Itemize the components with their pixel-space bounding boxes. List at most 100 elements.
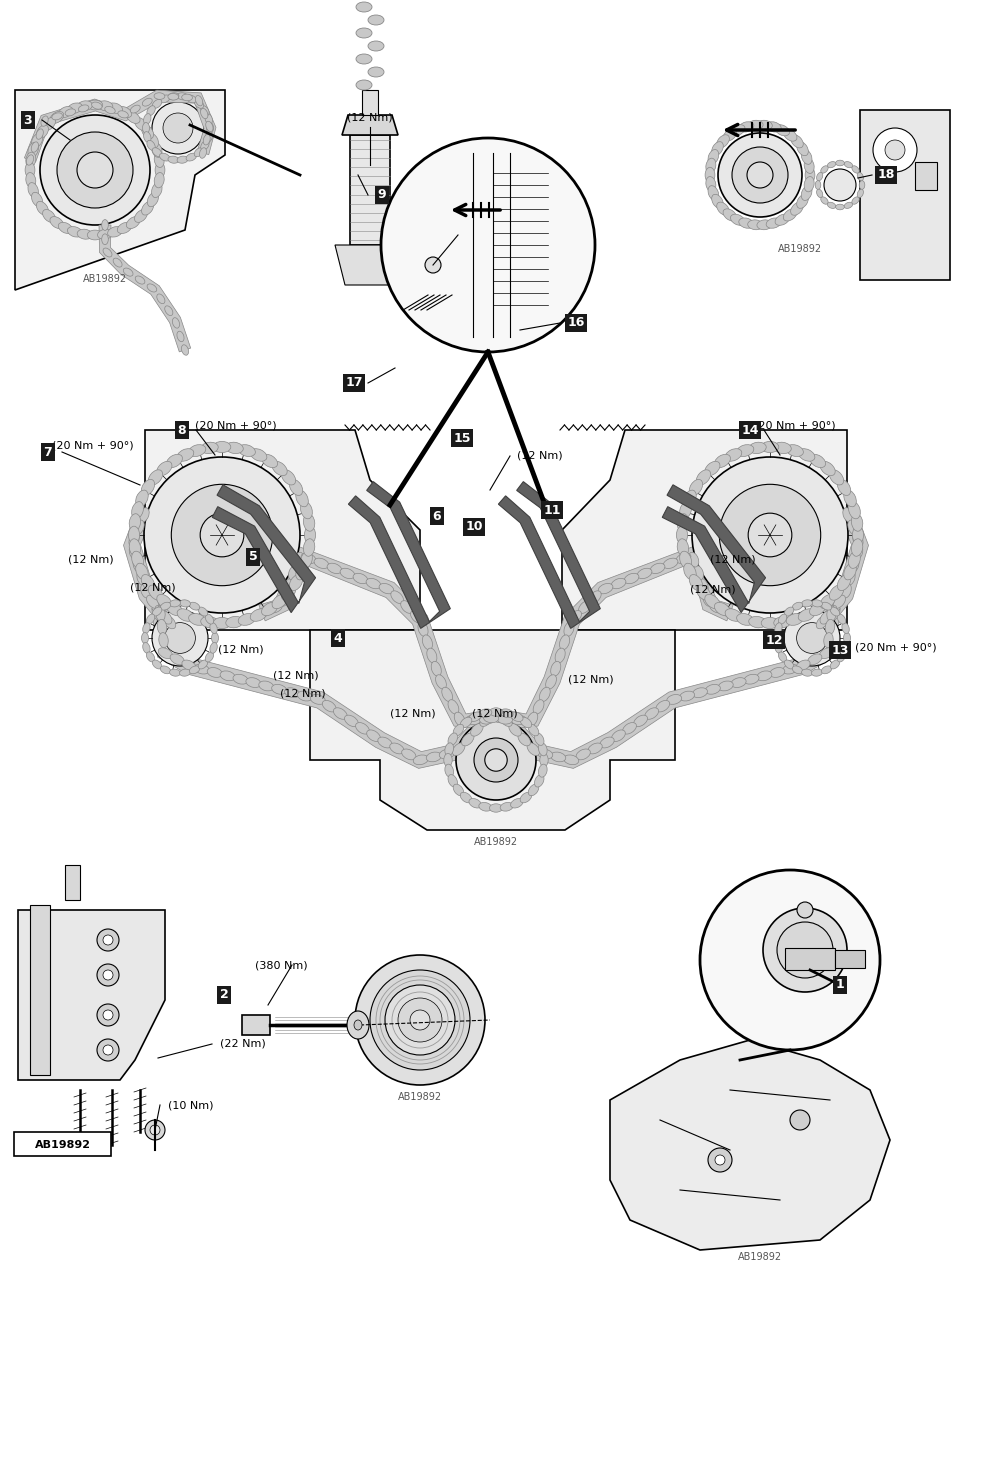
- Text: 8: 8: [178, 423, 186, 436]
- Polygon shape: [610, 1040, 890, 1250]
- Ellipse shape: [157, 461, 172, 476]
- Ellipse shape: [535, 734, 544, 745]
- Polygon shape: [212, 485, 315, 612]
- Ellipse shape: [757, 120, 773, 130]
- Ellipse shape: [568, 611, 581, 623]
- Ellipse shape: [41, 115, 49, 126]
- Ellipse shape: [539, 742, 548, 756]
- Polygon shape: [490, 547, 733, 729]
- Polygon shape: [335, 246, 405, 285]
- Circle shape: [150, 1126, 160, 1134]
- Ellipse shape: [748, 120, 763, 130]
- Ellipse shape: [821, 602, 831, 609]
- Ellipse shape: [207, 667, 222, 677]
- Ellipse shape: [664, 558, 678, 568]
- Ellipse shape: [186, 95, 196, 104]
- Ellipse shape: [52, 112, 62, 120]
- Ellipse shape: [262, 602, 278, 615]
- Ellipse shape: [500, 713, 512, 726]
- Ellipse shape: [479, 708, 492, 717]
- Circle shape: [873, 129, 917, 172]
- Circle shape: [885, 141, 905, 160]
- Ellipse shape: [141, 574, 155, 590]
- Ellipse shape: [285, 688, 300, 698]
- Ellipse shape: [511, 716, 527, 725]
- Ellipse shape: [77, 101, 92, 111]
- Ellipse shape: [848, 521, 858, 535]
- Ellipse shape: [25, 163, 35, 177]
- Ellipse shape: [848, 552, 860, 568]
- Ellipse shape: [290, 479, 303, 495]
- Ellipse shape: [757, 671, 772, 680]
- Ellipse shape: [497, 714, 513, 725]
- Text: (20 Nm + 90°): (20 Nm + 90°): [754, 420, 835, 430]
- Ellipse shape: [154, 93, 165, 99]
- Ellipse shape: [441, 688, 452, 701]
- Circle shape: [425, 257, 441, 274]
- Ellipse shape: [656, 701, 670, 711]
- Ellipse shape: [141, 479, 155, 495]
- Ellipse shape: [448, 734, 457, 745]
- Ellipse shape: [182, 345, 188, 355]
- Ellipse shape: [588, 742, 602, 754]
- Ellipse shape: [511, 711, 523, 722]
- Circle shape: [77, 152, 113, 188]
- Circle shape: [824, 169, 856, 201]
- Ellipse shape: [135, 277, 145, 284]
- Ellipse shape: [67, 104, 82, 114]
- Circle shape: [748, 513, 792, 556]
- Ellipse shape: [819, 648, 833, 658]
- Ellipse shape: [837, 614, 845, 624]
- Ellipse shape: [841, 583, 851, 598]
- Text: 2: 2: [219, 988, 228, 1001]
- Ellipse shape: [704, 595, 720, 609]
- Ellipse shape: [811, 669, 822, 676]
- Ellipse shape: [152, 182, 162, 198]
- Ellipse shape: [195, 96, 202, 106]
- Ellipse shape: [725, 448, 742, 461]
- Ellipse shape: [737, 445, 754, 457]
- Ellipse shape: [178, 93, 188, 101]
- Ellipse shape: [444, 765, 453, 776]
- Bar: [30, 905, 50, 1075]
- Ellipse shape: [827, 203, 836, 209]
- Ellipse shape: [36, 129, 44, 139]
- Ellipse shape: [367, 731, 380, 741]
- Ellipse shape: [791, 203, 804, 216]
- Ellipse shape: [692, 688, 707, 698]
- Ellipse shape: [103, 248, 112, 257]
- Circle shape: [763, 908, 847, 992]
- Ellipse shape: [761, 441, 779, 453]
- Ellipse shape: [117, 106, 132, 118]
- Text: 17: 17: [345, 377, 363, 389]
- Ellipse shape: [842, 642, 849, 654]
- Ellipse shape: [830, 660, 839, 669]
- Ellipse shape: [748, 220, 763, 229]
- Circle shape: [784, 609, 840, 666]
- Text: 5: 5: [249, 550, 257, 563]
- Text: 4: 4: [333, 632, 342, 645]
- Circle shape: [145, 1120, 165, 1140]
- Ellipse shape: [520, 793, 532, 803]
- Ellipse shape: [708, 149, 719, 164]
- Text: AB19892: AB19892: [35, 1140, 91, 1151]
- Ellipse shape: [32, 133, 43, 148]
- Ellipse shape: [113, 259, 122, 268]
- Ellipse shape: [142, 201, 154, 214]
- Ellipse shape: [347, 1012, 369, 1040]
- Ellipse shape: [851, 538, 863, 556]
- Ellipse shape: [142, 98, 152, 106]
- Ellipse shape: [427, 753, 441, 762]
- Ellipse shape: [529, 725, 539, 737]
- Ellipse shape: [448, 700, 459, 714]
- Circle shape: [144, 457, 300, 612]
- Ellipse shape: [787, 614, 804, 626]
- Ellipse shape: [820, 166, 828, 173]
- Ellipse shape: [132, 552, 144, 568]
- Ellipse shape: [432, 661, 441, 676]
- Ellipse shape: [353, 574, 368, 584]
- Ellipse shape: [205, 132, 212, 142]
- Ellipse shape: [310, 695, 325, 704]
- Bar: [350, 135, 390, 246]
- Ellipse shape: [153, 148, 162, 157]
